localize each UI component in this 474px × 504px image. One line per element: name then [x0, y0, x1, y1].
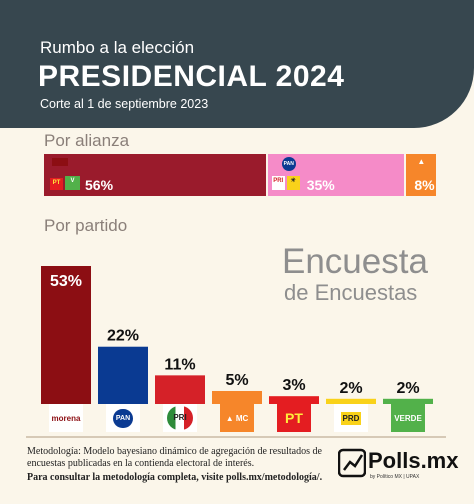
- alliance-segment-morena-pt-verde: PT V 56%: [44, 154, 266, 196]
- pri-logo-icon: PRI: [271, 176, 285, 190]
- morena-party-logo: morena: [49, 404, 83, 432]
- party-bar-label-prd: 2%: [339, 380, 362, 397]
- pt-party-logo: PT: [277, 404, 311, 432]
- pan-party-logo: PAN: [106, 404, 140, 432]
- header-banner: Rumbo a la elección PRESIDENCIAL 2024 Co…: [0, 0, 474, 128]
- brand-subtitle: by Político MX | UPAX: [370, 474, 420, 480]
- pri-party-logo: PRI: [163, 404, 197, 432]
- party-bar-label-pan: 22%: [107, 328, 139, 345]
- alliance-segment-mc: ▲ 8%: [404, 154, 436, 196]
- prd-logo-icon: ☀: [286, 176, 300, 190]
- party-bar-label-pt: 3%: [282, 377, 305, 394]
- party-bar-pan: [98, 346, 148, 404]
- prd-party-logo: PRD: [334, 404, 368, 432]
- pan-logo-icon: PAN: [281, 157, 296, 171]
- morena-logo-icon: [52, 158, 68, 166]
- party-bar-prd: [326, 398, 376, 404]
- party-bar-mc: [212, 390, 262, 404]
- alliance-value-3: 8%: [414, 177, 435, 193]
- alliance-value-2: 35%: [306, 177, 335, 193]
- verde-logo-icon: V: [65, 176, 80, 190]
- alliance-value-1: 56%: [85, 177, 114, 193]
- page-title: PRESIDENCIAL 2024: [38, 60, 345, 93]
- footer-divider: [26, 436, 446, 438]
- mc-party-logo: ▲ MC: [220, 404, 254, 432]
- pt-logo-icon: PT: [50, 178, 63, 190]
- alliance-section-label: Por alianza: [44, 131, 130, 150]
- party-bar-pri: [155, 375, 205, 404]
- party-bar-pt: [269, 396, 319, 404]
- party-section-label: Por partido: [44, 216, 128, 235]
- party-bar-label-mc: 5%: [225, 372, 248, 389]
- party-bar-label-pri: 11%: [164, 356, 195, 373]
- verde-party-logo: VERDE: [391, 404, 425, 432]
- watermark-line-1: Encuesta: [282, 242, 428, 281]
- cutoff-date: Corte al 1 de septiembre 2023: [40, 97, 209, 111]
- mc-logo-icon: ▲: [412, 157, 431, 167]
- brand-name[interactable]: Polls.mx: [368, 448, 459, 473]
- polls-logo-icon: [338, 448, 366, 478]
- alliance-stacked-bar: PT V 56% PAN PRI ☀ 35% ▲ 8%: [44, 154, 436, 196]
- watermark-line-2: de Encuestas: [284, 280, 418, 305]
- party-bar-label-verde: 2%: [396, 380, 419, 397]
- header-kicker: Rumbo a la elección: [40, 38, 195, 57]
- party-bar-morena: [41, 266, 91, 404]
- methodology-text: Metodología: Modelo bayesiano dinámico d…: [27, 446, 322, 469]
- alliance-segment-pan-pri-prd: PAN PRI ☀ 35%: [265, 154, 405, 196]
- party-bar-label-morena: 53%: [50, 273, 82, 290]
- methodology-link[interactable]: Para consultar la metodología completa, …: [27, 472, 323, 483]
- party-bar-verde: [383, 398, 433, 404]
